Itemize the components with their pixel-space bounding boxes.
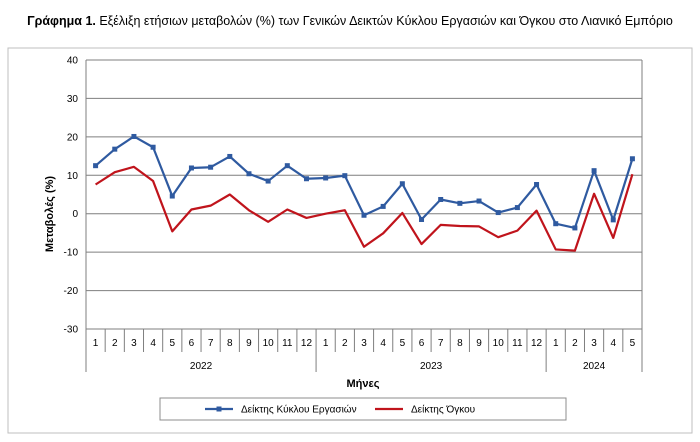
year-label: 2023 [420,361,443,372]
series-1-point [342,173,348,179]
y-tick-label: 40 [67,56,79,67]
series-1-point [323,175,329,181]
y-axis-label: Μεταβολές (%) [44,176,56,252]
x-tick-label: 4 [380,338,386,349]
x-tick-label: 4 [610,338,616,349]
series-1-point [399,181,405,187]
legend-label-1: Δείκτης Κύκλου Εργασιών [241,404,357,416]
x-tick-label: 3 [361,338,367,349]
series-1-point [227,153,233,159]
chart-title-prefix: Γράφημα 1. [27,14,96,28]
y-tick-label: 10 [67,171,79,182]
x-tick-label: 7 [438,338,444,349]
series-1-point [629,156,635,162]
series-1-point [93,163,99,169]
legend-label-2: Δείκτης Όγκου [411,404,475,416]
x-tick-label: 11 [512,338,523,349]
x-tick-label: 1 [323,338,329,349]
series-1-point [591,168,597,174]
year-label: 2022 [190,361,213,372]
series-1-point [534,182,540,188]
series-1-point [246,171,252,177]
series-1-point [419,216,425,222]
x-tick-label: 5 [400,338,406,349]
series-1-point [476,198,482,204]
series-1-point [457,200,463,206]
x-tick-label: 5 [169,338,175,349]
x-tick-label: 4 [150,338,156,349]
x-tick-label: 6 [419,338,425,349]
series-1-point [112,146,118,152]
year-label: 2024 [583,361,606,372]
series-1-point [380,203,386,209]
chart-title: Γράφημα 1. Εξέλιξη ετήσιων μεταβολών (%)… [0,14,700,28]
x-tick-label: 6 [189,338,195,349]
chart-title-text: Εξέλιξη ετήσιων μεταβολών (%) των Γενικώ… [95,14,673,28]
legend-box [159,397,567,421]
x-tick-label: 10 [493,338,505,349]
series-1-point [572,225,578,231]
series-1-point [131,133,137,139]
series-layer [93,133,635,252]
x-axis-label: Μήνες [347,378,380,390]
x-tick-label: 8 [227,338,233,349]
x-tick-label: 12 [531,338,543,349]
x-tick-label: 8 [457,338,463,349]
y-tick-label: 0 [72,209,78,220]
x-tick-label: 10 [263,338,275,349]
series-1-point [438,196,444,202]
x-tick-label: 7 [208,338,214,349]
x-tick-label: 1 [553,338,559,349]
legend: Δείκτης Κύκλου Εργασιών Δείκτης Όγκου [159,397,567,421]
x-tick-label: 3 [591,338,597,349]
series-1-point [303,176,309,182]
series-1-point [284,163,290,169]
x-tick-label: 11 [282,338,293,349]
x-tick-label: 2 [112,338,118,349]
series-1-point [208,164,214,170]
series-1-point [150,144,156,150]
y-axis-ticks: -30 -20 -10 0 10 20 30 40 [64,56,79,336]
y-tick-label: 20 [67,132,79,143]
series-1-point [169,193,175,199]
y-tick-label: -20 [64,286,79,297]
gridlines [85,59,643,330]
x-tick-label: 9 [246,338,252,349]
x-tick-label: 1 [93,338,99,349]
x-tick-label: 2 [572,338,578,349]
series-1-point [553,221,559,227]
y-tick-label: -30 [64,325,79,336]
series-1-point [361,212,367,218]
x-tick-label: 5 [630,338,636,349]
y-tick-label: 30 [67,94,79,105]
x-tick-label: 12 [301,338,313,349]
series-1-point [610,217,616,223]
series-line-2 [94,165,634,252]
series-1-point [514,205,520,211]
series-1-point [495,210,501,216]
x-tick-label: 3 [131,338,137,349]
x-tick-label: 2 [342,338,348,349]
y-tick-label: -10 [64,248,79,259]
x-tick-label: 9 [476,338,482,349]
series-1-point [188,165,194,171]
legend-marker-1 [216,406,222,412]
series-1-point [265,178,271,184]
chart-frame [7,47,693,434]
